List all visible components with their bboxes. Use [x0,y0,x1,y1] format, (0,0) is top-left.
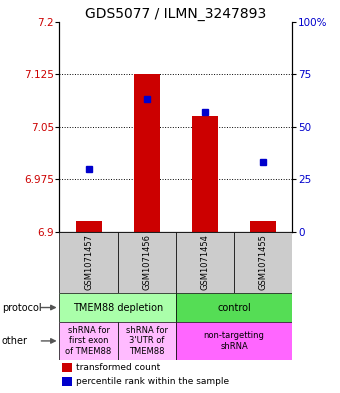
Text: protocol: protocol [2,303,41,312]
Bar [176,293,292,322]
Text: shRNA for
3'UTR of
TMEM88: shRNA for 3'UTR of TMEM88 [126,326,168,356]
Bar [59,293,176,322]
Bar [62,376,72,386]
Bar [118,232,176,293]
Text: GSM1071456: GSM1071456 [142,234,151,290]
Bar [176,322,292,360]
Text: GSM1071455: GSM1071455 [259,234,268,290]
Text: percentile rank within the sample: percentile rank within the sample [76,377,229,386]
Bar [250,221,276,232]
Bar [62,362,72,372]
Bar [192,116,218,232]
Text: TMEM88 depletion: TMEM88 depletion [73,303,163,312]
Bar [59,322,118,360]
Bar [118,322,176,360]
Text: control: control [217,303,251,312]
Bar [176,232,234,293]
Bar [59,232,118,293]
Title: GDS5077 / ILMN_3247893: GDS5077 / ILMN_3247893 [85,7,267,20]
Bar [234,232,292,293]
Bar [75,221,102,232]
Text: shRNA for
first exon
of TMEM88: shRNA for first exon of TMEM88 [66,326,112,356]
Text: GSM1071457: GSM1071457 [84,234,93,290]
Text: GSM1071454: GSM1071454 [201,234,209,290]
Bar [134,74,160,232]
Text: other: other [2,336,28,346]
Text: non-targetting
shRNA: non-targetting shRNA [204,331,265,351]
Text: transformed count: transformed count [76,363,160,372]
